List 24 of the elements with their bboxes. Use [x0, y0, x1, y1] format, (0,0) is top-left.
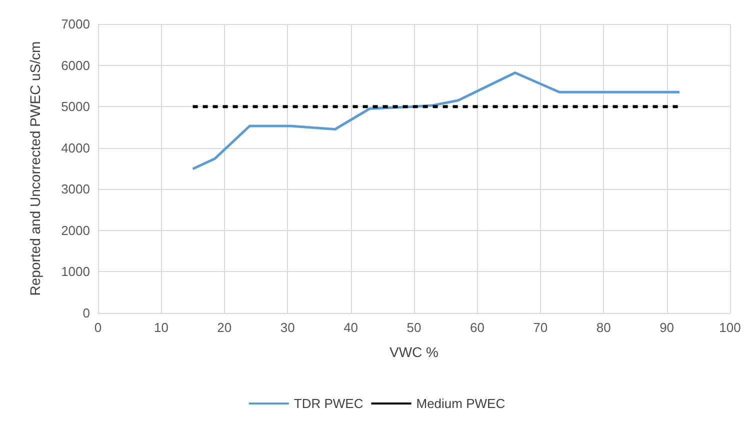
y-tick-label: 6000 — [61, 58, 90, 73]
x-tick-label: 60 — [470, 320, 484, 335]
x-tick-label: 80 — [596, 320, 611, 335]
y-tick-label: 1000 — [61, 264, 90, 280]
y-tick-label: 3000 — [61, 182, 90, 197]
x-tick-label: 30 — [280, 320, 295, 335]
y-tick-label: 7000 — [61, 16, 90, 32]
x-tick-label: 90 — [660, 320, 674, 335]
x-tick-label: 20 — [217, 320, 232, 335]
line-series — [192, 71, 681, 170]
y-tick-label: 5000 — [61, 99, 90, 114]
legend-label: TDR PWEC — [294, 396, 364, 411]
x-tick-label: 70 — [533, 320, 548, 335]
x-tick-label: 100 — [719, 320, 741, 335]
y-tick-label: 0 — [82, 306, 90, 320]
y-axis-title: Reported and Uncorrected PWEC uS/cm — [27, 41, 43, 296]
x-tick-label: 0 — [94, 320, 102, 335]
y-tick-label: 2000 — [61, 222, 90, 238]
legend-label: Medium PWEC — [416, 396, 506, 411]
x-tick-label: 40 — [344, 320, 358, 335]
x-tick-label: 50 — [406, 320, 422, 335]
x-axis-title: VWC % — [390, 344, 438, 360]
y-tick-label: 4000 — [61, 140, 90, 156]
x-tick-label: 10 — [154, 320, 168, 335]
